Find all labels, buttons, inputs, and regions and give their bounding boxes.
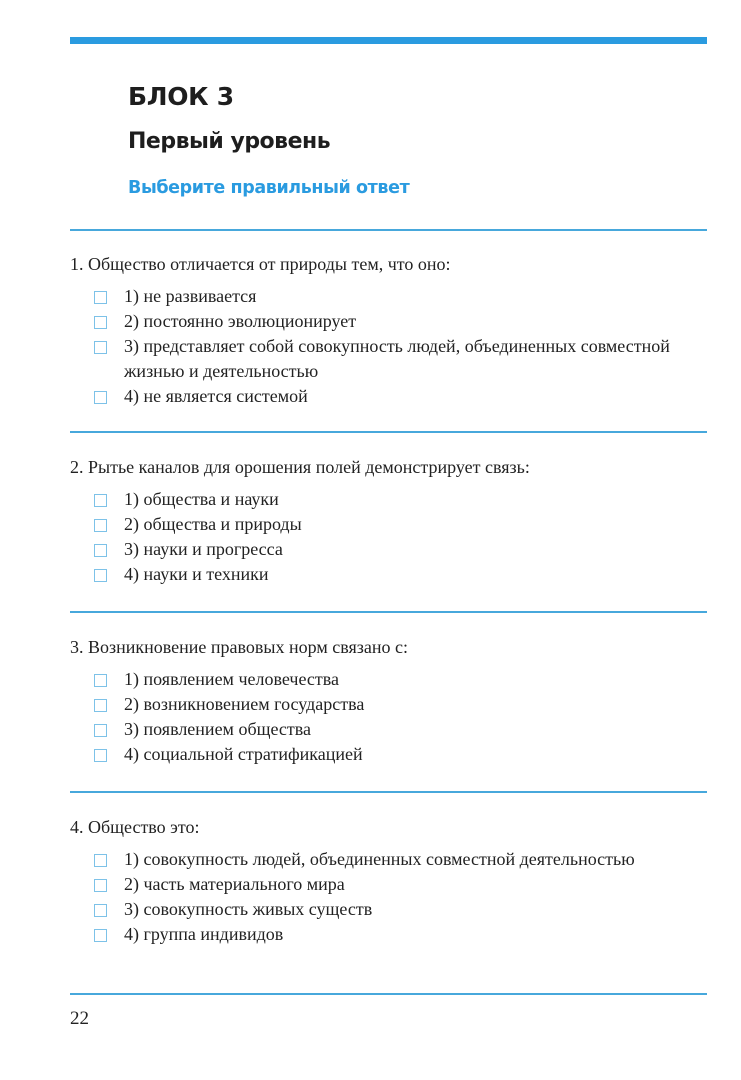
checkbox[interactable]: [94, 854, 107, 867]
question-1: 1. Общество отличается от природы тем, ч…: [70, 252, 710, 409]
option[interactable]: 3) науки и прогресса: [70, 537, 710, 562]
checkbox[interactable]: [94, 699, 107, 712]
checkbox[interactable]: [94, 291, 107, 304]
option-label: 4) группа индивидов: [124, 924, 284, 944]
option[interactable]: 1) общества и науки: [70, 487, 710, 512]
option-label: 2) возникновением государства: [124, 694, 365, 714]
option-label: 2) постоянно эволюционирует: [124, 311, 357, 331]
checkbox[interactable]: [94, 749, 107, 762]
divider: [70, 229, 707, 231]
option[interactable]: 4) группа индивидов: [70, 922, 710, 947]
checkbox[interactable]: [94, 341, 107, 354]
option[interactable]: 2) возникновением государства: [70, 692, 710, 717]
option[interactable]: 1) не развивается: [70, 284, 710, 309]
option-label: 3) совокупность живых существ: [124, 899, 373, 919]
option[interactable]: 1) появлением человечества: [70, 667, 710, 692]
question-text: 2. Рытье каналов для орошения полей демо…: [70, 457, 530, 477]
option-label: 2) общества и природы: [124, 514, 302, 534]
block-title: БЛОК 3: [128, 82, 234, 111]
checkbox[interactable]: [94, 904, 107, 917]
question-3: 3. Возникновение правовых норм связано с…: [70, 635, 710, 767]
option-label: 3) науки и прогресса: [124, 539, 283, 559]
option[interactable]: 3) совокупность живых существ: [70, 897, 710, 922]
option-label: 3) появлением общества: [124, 719, 312, 739]
checkbox[interactable]: [94, 879, 107, 892]
checkbox[interactable]: [94, 569, 107, 582]
option[interactable]: 4) науки и техники: [70, 562, 710, 587]
option-label: 1) общества и науки: [124, 489, 279, 509]
divider: [70, 791, 707, 793]
checkbox[interactable]: [94, 674, 107, 687]
option-label: 4) науки и техники: [124, 564, 269, 584]
instruction: Выберите правильный ответ: [128, 178, 410, 198]
option-label: 1) совокупность людей, объединенных совм…: [124, 849, 635, 869]
divider: [70, 993, 707, 995]
divider: [70, 431, 707, 433]
option[interactable]: 3) представляет собой совокупность людей…: [70, 334, 710, 384]
option[interactable]: 4) социальной стратификацией: [70, 742, 710, 767]
question-text: 3. Возникновение правовых норм связано с…: [70, 637, 408, 657]
checkbox[interactable]: [94, 391, 107, 404]
option[interactable]: 1) совокупность людей, объединенных совм…: [70, 847, 710, 872]
option-label: 2) часть материального мира: [124, 874, 345, 894]
question-text: 4. Общество это:: [70, 817, 200, 837]
option[interactable]: 3) появлением общества: [70, 717, 710, 742]
option-label: 1) не развивается: [124, 286, 257, 306]
top-accent-bar: [70, 37, 707, 44]
option[interactable]: 2) общества и природы: [70, 512, 710, 537]
page-number: 22: [70, 1008, 89, 1029]
option-label: 4) социальной стратификацией: [124, 744, 363, 764]
option[interactable]: 2) постоянно эволюционирует: [70, 309, 710, 334]
checkbox[interactable]: [94, 544, 107, 557]
checkbox[interactable]: [94, 519, 107, 532]
option-label: 1) появлением человечества: [124, 669, 339, 689]
question-2: 2. Рытье каналов для орошения полей демо…: [70, 455, 710, 587]
checkbox[interactable]: [94, 724, 107, 737]
checkbox[interactable]: [94, 316, 107, 329]
divider: [70, 611, 707, 613]
checkbox[interactable]: [94, 494, 107, 507]
question-text: 1. Общество отличается от природы тем, ч…: [70, 254, 451, 274]
option[interactable]: 4) не является системой: [70, 384, 710, 409]
checkbox[interactable]: [94, 929, 107, 942]
option[interactable]: 2) часть материального мира: [70, 872, 710, 897]
question-4: 4. Общество это: 1) совокупность людей, …: [70, 815, 710, 947]
option-label: 4) не является системой: [124, 386, 308, 406]
level-title: Первый уровень: [128, 129, 331, 154]
option-label: 3) представляет собой совокупность людей…: [124, 336, 670, 381]
